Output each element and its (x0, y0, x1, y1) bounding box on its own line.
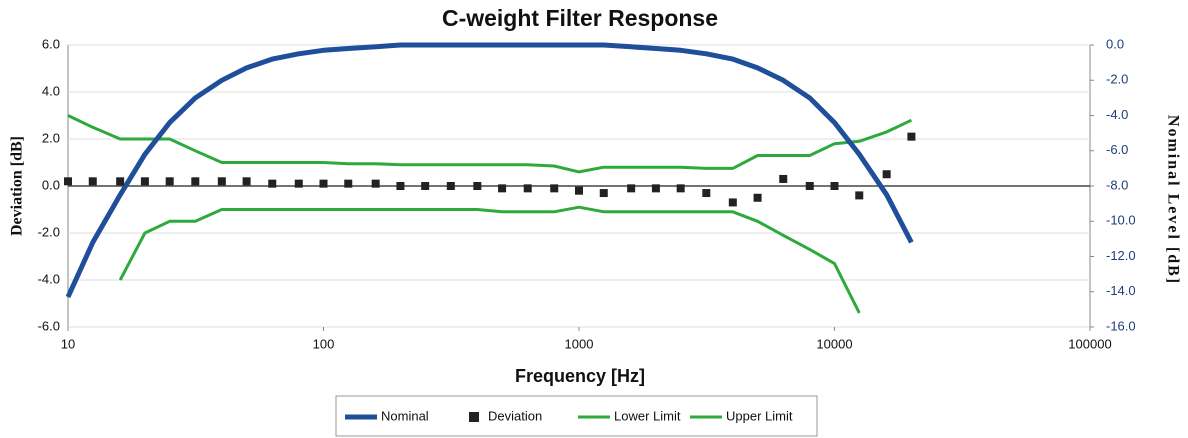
data-point (550, 184, 559, 193)
data-point (294, 179, 303, 188)
data-point (473, 182, 482, 190)
x-tick-label: 100000 (1068, 336, 1111, 351)
series-line (65, 42, 914, 299)
legend-label: Nominal (381, 408, 429, 423)
data-point (805, 182, 814, 190)
data-point (140, 177, 149, 186)
data-point (779, 174, 788, 183)
y2-tick-label: -10.0 (1106, 213, 1136, 228)
y-axis-title: Deviation [dB] (9, 136, 26, 236)
data-point (498, 184, 507, 193)
y-tick-label: 2.0 (42, 130, 60, 145)
chart-title: C-weight Filter Response (442, 5, 718, 31)
data-point (319, 179, 328, 188)
legend-box (335, 395, 818, 437)
data-point (242, 177, 251, 186)
data-point (421, 182, 430, 190)
y-tick-label: 6.0 (42, 36, 60, 51)
y-tick-label: -6.0 (38, 318, 60, 333)
data-point (165, 177, 174, 186)
y2-tick-label: -12.0 (1106, 248, 1136, 263)
data-point (523, 184, 532, 193)
legend-label: Upper Limit (726, 408, 793, 423)
x-tick-label: 10000 (816, 336, 852, 351)
y2-tick-label: -16.0 (1106, 318, 1136, 333)
data-point (627, 184, 636, 193)
data-point (268, 179, 277, 188)
y2-tick-label: -4.0 (1106, 107, 1128, 122)
data-point (599, 189, 608, 198)
data-point (907, 132, 916, 141)
data-point (702, 189, 711, 198)
data-point (371, 179, 380, 188)
legend-label: Deviation (488, 408, 542, 423)
data-point (64, 177, 72, 186)
data-point (191, 177, 200, 186)
data-point (728, 198, 737, 207)
data-point (882, 170, 891, 179)
x-tick-label: 10 (61, 336, 75, 351)
y2-tick-label: 0.0 (1106, 36, 1124, 51)
y2-tick-label: -2.0 (1106, 72, 1128, 87)
y2-tick-label: -6.0 (1106, 142, 1128, 157)
y-tick-label: 4.0 (42, 83, 60, 98)
y-tick-label: -2.0 (38, 224, 60, 239)
y-tick-label: 0.0 (42, 177, 60, 192)
series-line (67, 114, 913, 174)
data-point (116, 177, 125, 186)
data-point (88, 177, 97, 186)
x-tick-label: 100 (313, 336, 335, 351)
y-tick-label: -4.0 (38, 271, 60, 286)
legend-label: Lower Limit (614, 408, 681, 423)
data-point (344, 179, 353, 188)
data-point (575, 186, 583, 195)
data-point (676, 184, 685, 193)
data-point (753, 193, 762, 202)
x-axis-title: Frequency [Hz] (515, 366, 645, 386)
y2-axis-title: Nominal Level [dB] (1164, 115, 1181, 285)
data-point (217, 177, 226, 186)
series-line (118, 205, 861, 314)
data-point (651, 184, 660, 193)
legend-marker (469, 412, 479, 422)
y2-tick-label: -14.0 (1106, 283, 1136, 298)
data-point (446, 182, 455, 190)
data-point (396, 182, 405, 190)
data-point (830, 182, 839, 190)
y2-tick-label: -8.0 (1106, 177, 1128, 192)
data-point (855, 191, 864, 200)
x-tick-label: 1000 (565, 336, 594, 351)
